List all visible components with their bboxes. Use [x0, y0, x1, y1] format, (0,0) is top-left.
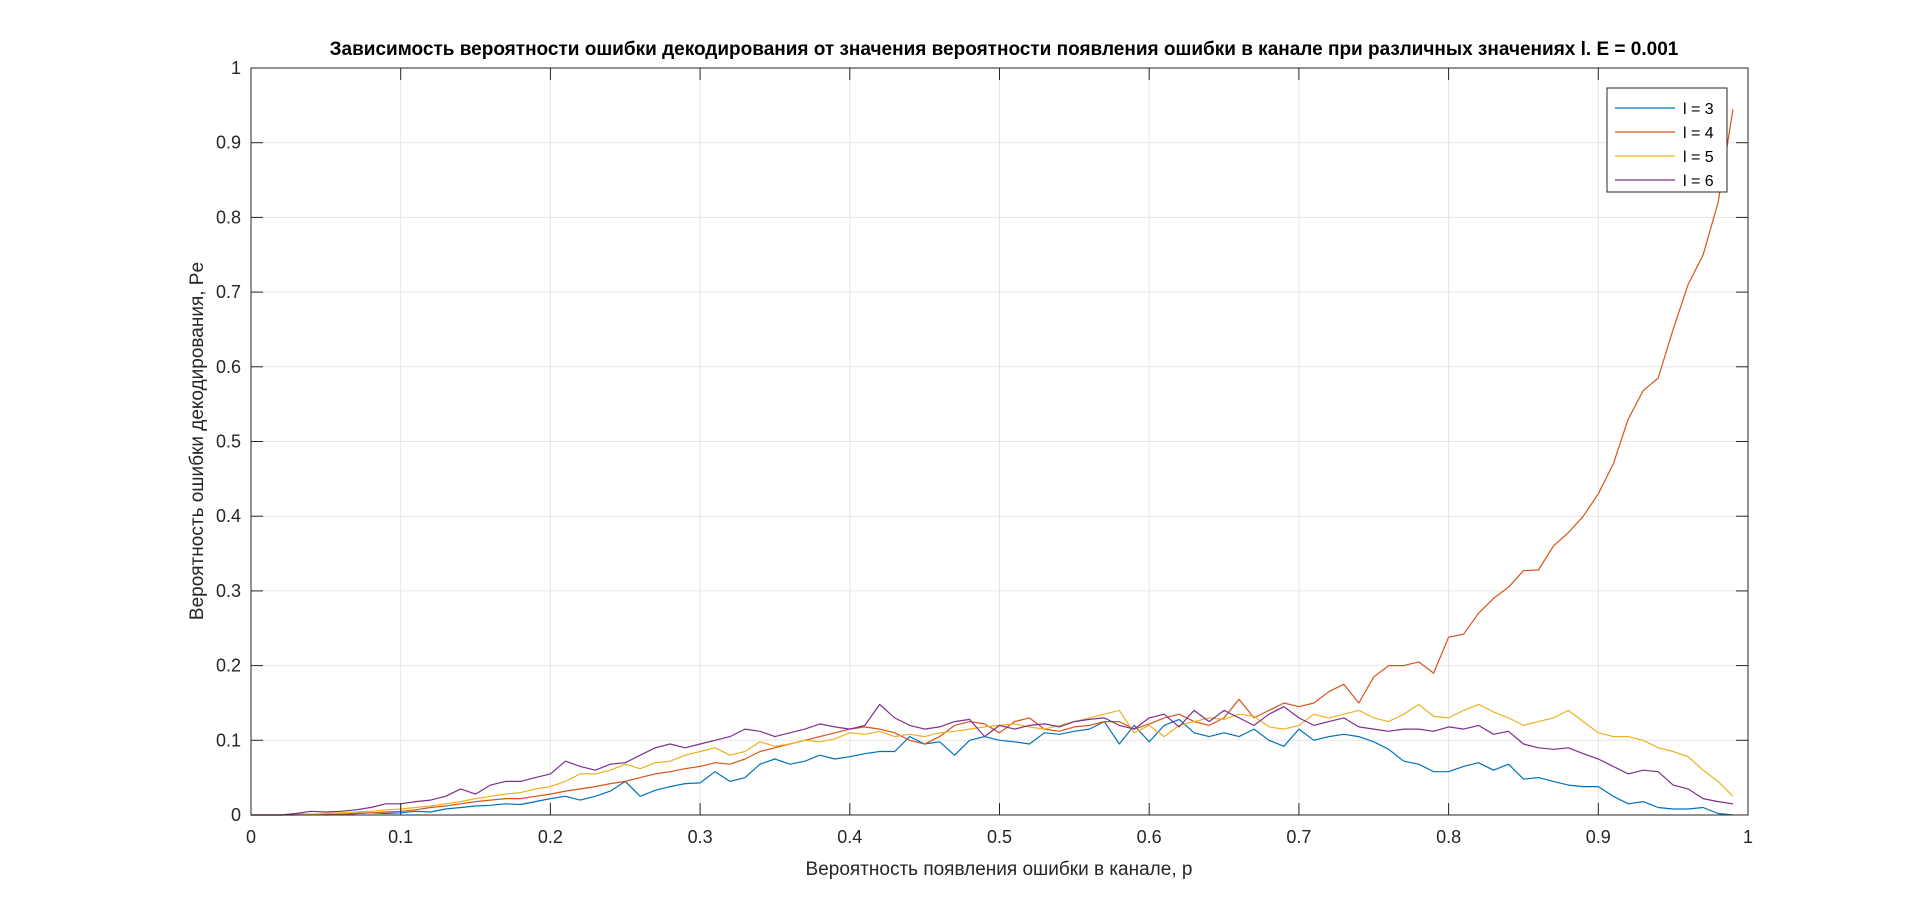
y-tick-label: 0.8 [216, 207, 241, 227]
legend-entries: l = 3 l = 4 l = 5 l = 6 [1615, 101, 1714, 190]
legend-box [1606, 87, 1728, 193]
x-tick-label: 0.5 [987, 827, 1012, 847]
chart-title: Зависимость вероятности ошибки декодиров… [330, 39, 1679, 60]
series-lines [251, 109, 1734, 816]
x-axis-label: Вероятность появления ошибки в канале, p [806, 859, 1193, 880]
y-tick-label: 1 [231, 58, 241, 78]
y-tick-label: 0.3 [216, 581, 241, 601]
x-tick-label: 0.6 [1137, 827, 1162, 847]
legend-label-2: l = 4 [1683, 125, 1714, 142]
legend-label-3: l = 5 [1683, 149, 1714, 166]
series-line-1 [251, 718, 1734, 816]
series-line-2 [251, 109, 1734, 816]
x-tick-label: 0.4 [837, 827, 862, 847]
series-line-3 [251, 703, 1734, 816]
y-tick-label: 0.2 [216, 656, 241, 676]
y-axis-label: Вероятность ошибки декодирования, Pe [187, 262, 208, 620]
y-axis-ticks: 0 0.1 0.2 0.3 0.4 0.5 0.6 0.7 0.8 0.9 1 [216, 58, 1748, 825]
x-tick-label: 0.8 [1436, 827, 1461, 847]
y-tick-label: 0.5 [216, 432, 241, 452]
legend-label-4: l = 6 [1683, 173, 1714, 190]
x-tick-label: 0.2 [538, 827, 563, 847]
y-tick-label: 0 [231, 805, 241, 825]
x-tick-label: 0 [246, 827, 256, 847]
y-tick-label: 0.4 [216, 506, 241, 526]
x-axis-ticks: 0 0.1 0.2 0.3 0.4 0.5 0.6 0.7 0.8 0.9 1 [246, 68, 1753, 847]
legend-label-1: l = 3 [1683, 101, 1714, 118]
y-tick-label: 0.7 [216, 282, 241, 302]
y-tick-label: 0.6 [216, 357, 241, 377]
x-tick-label: 0.9 [1586, 827, 1611, 847]
x-tick-label: 0.7 [1286, 827, 1311, 847]
series-line-4 [251, 703, 1734, 816]
legend: l = 3 l = 4 l = 5 l = 6 [1606, 87, 1728, 193]
x-tick-label: 0.1 [388, 827, 413, 847]
y-tick-label: 0.9 [216, 133, 241, 153]
x-tick-label: 0.3 [688, 827, 713, 847]
grid [251, 68, 1748, 815]
y-tick-label: 0.1 [216, 730, 241, 750]
x-tick-label: 1 [1743, 827, 1753, 847]
